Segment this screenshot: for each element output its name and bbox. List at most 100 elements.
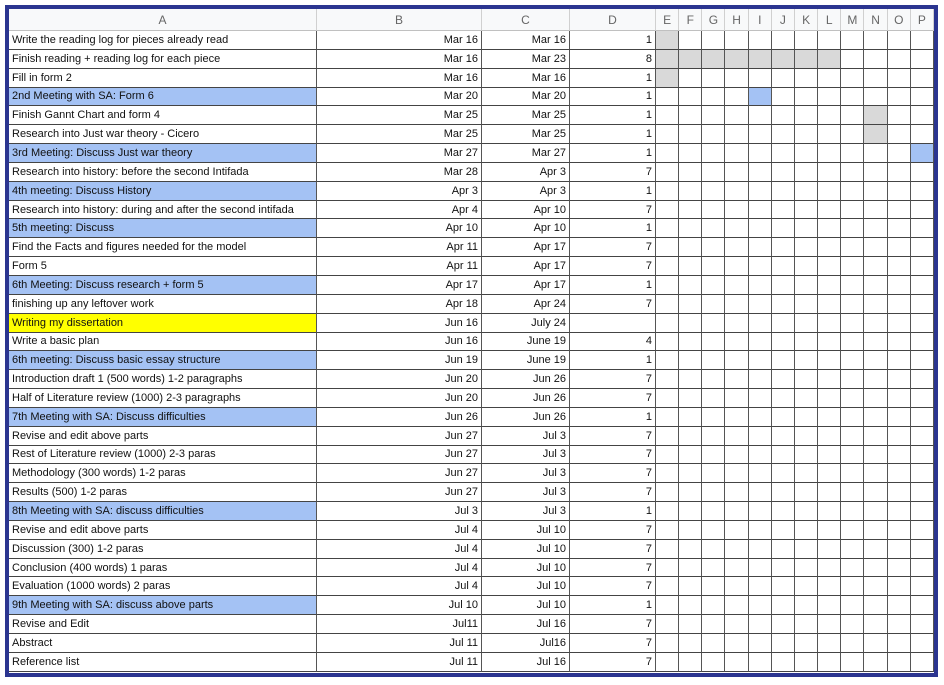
gantt-cell-n[interactable] [864,520,888,540]
gantt-cell-m[interactable] [841,313,865,333]
gantt-cell-g[interactable] [702,652,726,672]
gantt-cell-p[interactable] [910,558,934,578]
gantt-cell-i[interactable] [748,31,772,50]
gantt-cell-i[interactable] [748,558,772,578]
gantt-cell-p[interactable] [910,596,934,616]
gantt-cell-n[interactable] [864,558,888,578]
gantt-cell-f[interactable] [679,351,703,371]
gantt-cell-j[interactable] [771,144,795,163]
gantt-cell-f[interactable] [679,558,703,578]
gantt-cell-m[interactable] [841,520,865,540]
gantt-cell-o[interactable] [887,219,911,239]
gantt-cell-f[interactable] [679,238,703,258]
duration-cell[interactable]: 7 [570,615,656,634]
start-date-cell[interactable]: Apr 11 [317,257,482,276]
gantt-cell-g[interactable] [702,125,726,145]
gantt-cell-j[interactable] [771,558,795,578]
gantt-cell-l[interactable] [818,558,842,578]
task-cell[interactable]: Research into Just war theory - Cicero [9,125,317,145]
gantt-cell-g[interactable] [702,31,726,50]
gantt-cell-o[interactable] [887,389,911,408]
start-date-cell[interactable]: Jun 27 [317,464,482,484]
gantt-cell-n[interactable] [864,106,888,126]
duration-cell[interactable]: 1 [570,407,656,427]
gantt-cell-f[interactable] [679,200,703,220]
gantt-cell-j[interactable] [771,257,795,276]
gantt-cell-e[interactable] [656,68,680,88]
gantt-cell-i[interactable] [748,144,772,163]
duration-cell[interactable]: 1 [570,219,656,239]
column-header-a[interactable]: A [9,9,317,31]
duration-cell[interactable]: 7 [570,294,656,314]
gantt-cell-f[interactable] [679,502,703,521]
start-date-cell[interactable]: Mar 16 [317,49,482,69]
gantt-cell-p[interactable] [910,332,934,352]
gantt-cell-o[interactable] [887,351,911,371]
gantt-cell-p[interactable] [910,238,934,258]
gantt-cell-f[interactable] [679,162,703,182]
column-header-c[interactable]: C [482,9,570,31]
gantt-cell-e[interactable] [656,370,680,390]
gantt-cell-j[interactable] [771,125,795,145]
gantt-cell-l[interactable] [818,520,842,540]
start-date-cell[interactable]: Jun 20 [317,389,482,408]
gantt-cell-n[interactable] [864,162,888,182]
end-date-cell[interactable]: Apr 10 [482,219,570,239]
gantt-cell-l[interactable] [818,144,842,163]
gantt-cell-k[interactable] [794,275,819,295]
gantt-cell-k[interactable] [794,615,819,634]
gantt-cell-o[interactable] [887,370,911,390]
gantt-cell-p[interactable] [910,426,934,446]
gantt-cell-e[interactable] [656,351,680,371]
gantt-cell-h[interactable] [725,238,749,258]
task-cell[interactable]: Half of Literature review (1000) 2-3 par… [9,389,317,408]
gantt-cell-f[interactable] [679,219,703,239]
gantt-cell-m[interactable] [841,200,865,220]
gantt-cell-j[interactable] [771,49,795,69]
gantt-cell-j[interactable] [771,238,795,258]
gantt-cell-h[interactable] [725,445,749,465]
gantt-cell-j[interactable] [771,219,795,239]
gantt-cell-o[interactable] [887,162,911,182]
end-date-cell[interactable]: Mar 23 [482,49,570,69]
gantt-cell-g[interactable] [702,87,726,107]
gantt-cell-n[interactable] [864,87,888,107]
task-cell[interactable]: 8th Meeting with SA: discuss difficultie… [9,502,317,521]
gantt-cell-o[interactable] [887,200,911,220]
duration-cell[interactable]: 7 [570,634,656,653]
gantt-cell-g[interactable] [702,181,726,201]
gantt-cell-l[interactable] [818,596,842,616]
start-date-cell[interactable]: Mar 16 [317,31,482,50]
gantt-cell-k[interactable] [794,181,819,201]
gantt-cell-k[interactable] [794,162,819,182]
task-cell[interactable]: Methodology (300 words) 1-2 paras [9,464,317,484]
start-date-cell[interactable]: Mar 28 [317,162,482,182]
gantt-cell-f[interactable] [679,483,703,503]
gantt-cell-p[interactable] [910,68,934,88]
end-date-cell[interactable]: Apr 17 [482,275,570,295]
gantt-cell-i[interactable] [748,615,772,634]
gantt-cell-o[interactable] [887,181,911,201]
gantt-cell-l[interactable] [818,313,842,333]
gantt-cell-g[interactable] [702,106,726,126]
duration-cell[interactable]: 7 [570,445,656,465]
gantt-cell-l[interactable] [818,407,842,427]
gantt-cell-h[interactable] [725,125,749,145]
start-date-cell[interactable]: Jul 4 [317,539,482,559]
end-date-cell[interactable]: Jul 3 [482,445,570,465]
column-header-k[interactable]: K [794,9,819,31]
gantt-cell-f[interactable] [679,407,703,427]
gantt-cell-e[interactable] [656,49,680,69]
gantt-cell-g[interactable] [702,539,726,559]
end-date-cell[interactable]: Apr 17 [482,257,570,276]
gantt-cell-i[interactable] [748,483,772,503]
gantt-cell-m[interactable] [841,106,865,126]
gantt-cell-o[interactable] [887,652,911,672]
gantt-cell-h[interactable] [725,49,749,69]
gantt-cell-p[interactable] [910,389,934,408]
gantt-cell-g[interactable] [702,389,726,408]
gantt-cell-g[interactable] [702,596,726,616]
duration-cell[interactable]: 7 [570,558,656,578]
gantt-cell-j[interactable] [771,370,795,390]
end-date-cell[interactable]: June 19 [482,332,570,352]
